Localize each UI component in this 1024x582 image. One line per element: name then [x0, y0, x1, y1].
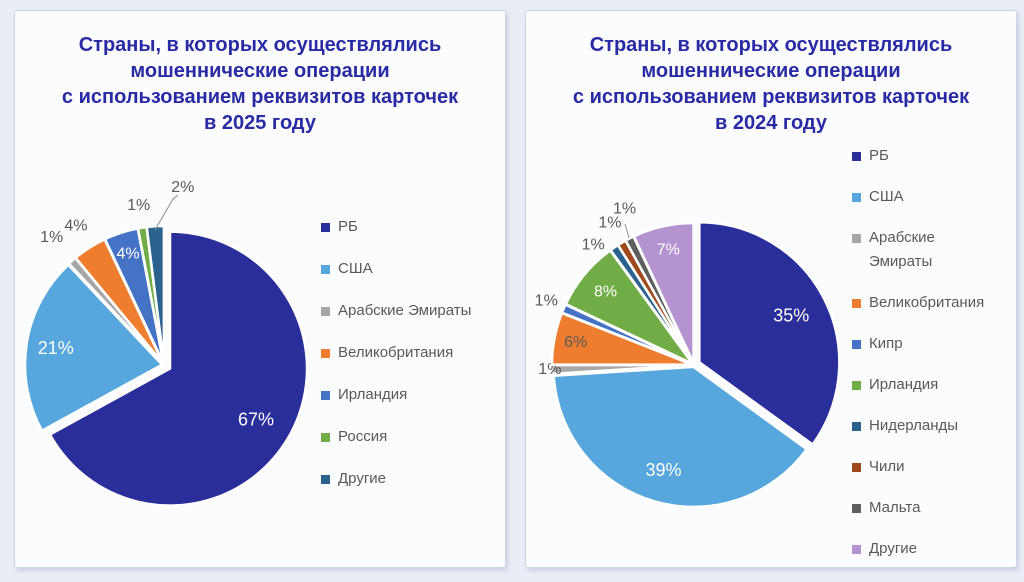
- legend-item-США: США: [321, 257, 513, 281]
- pie-slice-label-Нидерланды: 1%: [582, 236, 605, 253]
- pie-slice-США: [23, 263, 164, 432]
- legend-label: США: [869, 188, 904, 205]
- title-line: Страны, в которых осуществлялись: [78, 34, 442, 56]
- legend-marker-icon: [852, 504, 861, 513]
- legend-item-Арабские Эмираты: Арабские Эмираты: [321, 299, 513, 323]
- legend-label: Чили: [869, 458, 905, 475]
- legend-marker-icon: [852, 152, 861, 161]
- legend-item-США: США: [852, 185, 997, 209]
- legend-label: США: [338, 260, 373, 277]
- legend-item-Другие: Другие: [852, 537, 997, 561]
- pie-slice-РБ: [48, 230, 309, 507]
- legend-marker-icon: [852, 381, 861, 390]
- legend-label: Другие: [338, 470, 387, 487]
- legend-marker-icon: [852, 340, 861, 349]
- pie-slice-label-Другие: 7%: [657, 242, 680, 259]
- legend-2024: РБ США Арабские Эмираты Великобритания Кипр И…: [852, 144, 997, 578]
- legend-item-Чили: Чили: [852, 455, 997, 479]
- pie-chart-2025: 67%21%1%4%4%1%2%: [23, 179, 309, 507]
- legend-label: Великобритания: [869, 294, 985, 311]
- pie-slice-label-РБ: 35%: [773, 305, 809, 325]
- legend-label: Мальта: [869, 499, 921, 516]
- title-line: в 2024 году: [715, 112, 827, 134]
- legend-marker-icon: [852, 299, 861, 308]
- legend-marker-icon: [321, 349, 330, 358]
- pie-slice-label-Другие: 2%: [171, 179, 194, 196]
- legend-label: Нидерланды: [869, 417, 959, 434]
- chart-title-2025: Страны, в которых осуществлялись мошенни…: [15, 32, 505, 136]
- legend-item-Другие: Другие: [321, 467, 513, 491]
- legend-item-Мальта: Мальта: [852, 496, 997, 520]
- pie-slice-label-Мальта: 1%: [613, 200, 636, 217]
- legend-item-Ирландия: Ирландия: [852, 373, 997, 397]
- legend-label: Великобритания: [338, 344, 454, 361]
- legend-label: Арабские Эмираты: [338, 302, 472, 319]
- title-line: в 2025 году: [204, 112, 316, 134]
- legend-label: РБ: [338, 218, 358, 235]
- pie-slice-label-РБ: 67%: [238, 409, 274, 429]
- pie-slice-label-США: 39%: [646, 460, 682, 480]
- legend-label: Кипр: [869, 335, 903, 352]
- legend-item-Великобритания: Великобритания: [321, 341, 513, 365]
- legend-marker-icon: [852, 545, 861, 554]
- title-line: Страны, в которых осуществлялись: [589, 34, 953, 56]
- legend-item-РБ: РБ: [321, 215, 513, 239]
- pie-slice-Другие: [145, 224, 166, 365]
- legend-item-Арабские Эмираты: Арабские Эмираты: [852, 226, 997, 274]
- legend-item-Россия: Россия: [321, 425, 513, 449]
- legend-label: Россия: [338, 428, 388, 445]
- legend-2025: РБ США Арабские Эмираты Великобритания Ирлан…: [321, 215, 513, 509]
- pie-slice-label-Великобритания: 6%: [564, 334, 587, 351]
- legend-marker-icon: [321, 307, 330, 316]
- legend-marker-icon: [852, 193, 861, 202]
- legend-label: Другие: [869, 540, 918, 557]
- legend-marker-icon: [321, 391, 330, 400]
- legend-item-Нидерланды: Нидерланды: [852, 414, 997, 438]
- legend-item-РБ: РБ: [852, 144, 997, 168]
- legend-label: Арабские Эмираты: [869, 229, 935, 270]
- pie-slice-РБ: [698, 221, 841, 446]
- chart-panel-2024: 35% 39% 1% 6% 1% 8% 1% 1% 1% 7% Страны, в которых…: [525, 10, 1017, 568]
- chart-title-2024: Страны, в которых осуществлялись мошенни…: [526, 32, 1016, 136]
- pie-slice-label-Россия: 1%: [127, 197, 150, 214]
- pie-slice-label-Ирландия: 8%: [594, 283, 617, 300]
- legend-marker-icon: [852, 422, 861, 431]
- pie-slice-label-США: 21%: [38, 338, 74, 358]
- legend-marker-icon: [852, 463, 861, 472]
- legend-marker-icon: [321, 223, 330, 232]
- title-line: с использованием реквизитов карточек: [61, 86, 459, 108]
- legend-item-Кипр: Кипр: [852, 332, 997, 356]
- chart-panel-2025: 67% 21% 1% 4% 4% 1% 2% Страны, в которых осуще…: [14, 10, 506, 568]
- legend-marker-icon: [852, 234, 861, 243]
- legend-label: Ирландия: [338, 386, 408, 403]
- legend-item-Ирландия: Ирландия: [321, 383, 513, 407]
- pie-slice-label-Ирландия: 4%: [116, 246, 139, 263]
- legend-item-Великобритания: Великобритания: [852, 291, 997, 315]
- pie-slice-label-Чили: 1%: [598, 214, 621, 231]
- pie-slice-label-Великобритания: 4%: [64, 218, 87, 235]
- legend-label: РБ: [869, 147, 889, 164]
- label-leader-line: [154, 194, 179, 231]
- title-line: мошеннические операции: [130, 60, 390, 82]
- pie-chart-2024: 35%39%1%6%1%8%1%1%1%7%: [535, 200, 841, 509]
- pie-slice-Другие: [632, 221, 695, 365]
- title-line: мошеннические операции: [641, 60, 901, 82]
- legend-marker-icon: [321, 475, 330, 484]
- legend-label: Ирландия: [869, 376, 939, 393]
- pie-slice-label-Кипр: 1%: [535, 293, 558, 310]
- pie-slice-США: [552, 365, 808, 509]
- legend-marker-icon: [321, 265, 330, 274]
- pie-slice-label-Арабские Эмираты: 1%: [40, 229, 63, 246]
- legend-marker-icon: [321, 433, 330, 442]
- label-leader-line: [624, 223, 630, 239]
- title-line: с использованием реквизитов карточек: [572, 86, 970, 108]
